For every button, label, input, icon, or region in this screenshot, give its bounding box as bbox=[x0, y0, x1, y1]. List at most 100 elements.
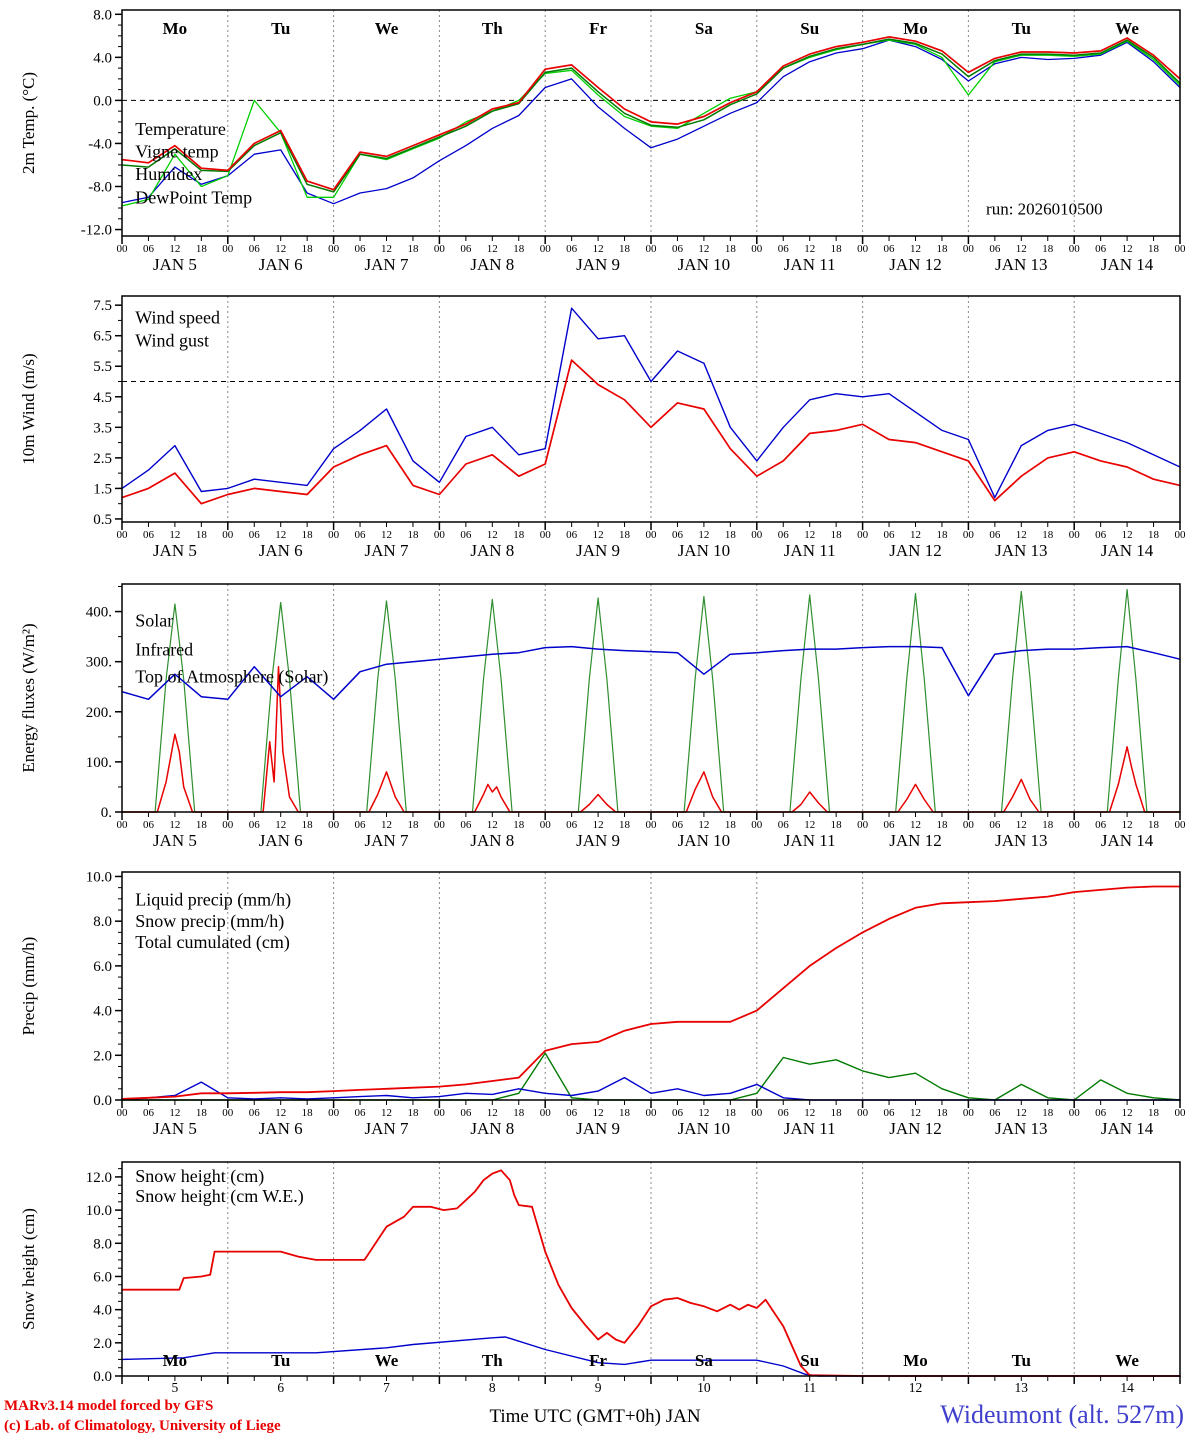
svg-text:Mo: Mo bbox=[163, 19, 188, 38]
svg-text:JAN 13: JAN 13 bbox=[995, 255, 1047, 274]
svg-text:18: 18 bbox=[725, 1107, 737, 1119]
svg-text:6.0: 6.0 bbox=[93, 959, 112, 975]
svg-text:12: 12 bbox=[909, 1380, 923, 1395]
svg-text:06: 06 bbox=[249, 243, 261, 255]
svg-text:JAN 9: JAN 9 bbox=[576, 541, 620, 560]
svg-text:06: 06 bbox=[884, 1107, 896, 1119]
svg-text:00: 00 bbox=[434, 819, 446, 831]
svg-text:10.0: 10.0 bbox=[86, 1203, 112, 1219]
model-credit-line1: MARv3.14 model forced by GFS bbox=[4, 1398, 214, 1414]
svg-text:JAN 6: JAN 6 bbox=[259, 1119, 303, 1138]
svg-text:JAN 14: JAN 14 bbox=[1101, 255, 1154, 274]
svg-text:12: 12 bbox=[698, 1107, 709, 1119]
svg-text:Wind gust: Wind gust bbox=[135, 330, 209, 350]
svg-text:12: 12 bbox=[910, 529, 921, 541]
svg-text:Tu: Tu bbox=[271, 19, 290, 38]
svg-text:18: 18 bbox=[725, 529, 737, 541]
svg-text:5.5: 5.5 bbox=[93, 359, 112, 375]
svg-text:JAN 9: JAN 9 bbox=[576, 831, 620, 850]
svg-text:18: 18 bbox=[513, 1107, 525, 1119]
svg-text:00: 00 bbox=[646, 819, 658, 831]
svg-text:12: 12 bbox=[275, 1107, 286, 1119]
svg-text:06: 06 bbox=[1095, 1107, 1107, 1119]
svg-text:12: 12 bbox=[593, 1107, 604, 1119]
svg-text:06: 06 bbox=[989, 529, 1001, 541]
svg-text:-8.0: -8.0 bbox=[88, 179, 112, 195]
svg-text:06: 06 bbox=[672, 529, 684, 541]
svg-text:06: 06 bbox=[249, 819, 261, 831]
svg-text:18: 18 bbox=[936, 529, 948, 541]
svg-text:00: 00 bbox=[751, 243, 763, 255]
svg-text:JAN 8: JAN 8 bbox=[470, 1119, 514, 1138]
svg-text:Fr: Fr bbox=[589, 19, 607, 38]
svg-text:06: 06 bbox=[460, 819, 472, 831]
svg-text:12: 12 bbox=[381, 243, 392, 255]
svg-text:00: 00 bbox=[963, 1107, 975, 1119]
svg-text:JAN 7: JAN 7 bbox=[365, 1119, 409, 1138]
svg-text:00: 00 bbox=[1069, 1107, 1081, 1119]
svg-text:10.0: 10.0 bbox=[86, 869, 112, 885]
svg-text:12: 12 bbox=[910, 1107, 921, 1119]
svg-text:06: 06 bbox=[884, 243, 896, 255]
svg-text:06: 06 bbox=[355, 1107, 367, 1119]
svg-text:18: 18 bbox=[407, 1107, 419, 1119]
svg-text:12: 12 bbox=[487, 819, 498, 831]
svg-text:12: 12 bbox=[275, 529, 286, 541]
svg-text:7: 7 bbox=[383, 1380, 390, 1395]
svg-text:Humidex: Humidex bbox=[135, 164, 202, 184]
svg-text:00: 00 bbox=[540, 1107, 552, 1119]
svg-text:4.0: 4.0 bbox=[93, 1004, 112, 1020]
svg-text:00: 00 bbox=[857, 243, 869, 255]
svg-text:12: 12 bbox=[487, 243, 498, 255]
svg-text:00: 00 bbox=[1069, 819, 1081, 831]
svg-text:JAN 7: JAN 7 bbox=[365, 255, 409, 274]
svg-text:We: We bbox=[375, 19, 399, 38]
svg-text:18: 18 bbox=[725, 243, 737, 255]
svg-text:Snow precip (mm/h): Snow precip (mm/h) bbox=[135, 911, 284, 932]
svg-text:12: 12 bbox=[487, 529, 498, 541]
svg-text:Su: Su bbox=[800, 19, 819, 38]
svg-text:00: 00 bbox=[222, 243, 234, 255]
svg-text:12: 12 bbox=[804, 819, 815, 831]
svg-text:12: 12 bbox=[487, 1107, 498, 1119]
svg-text:00: 00 bbox=[646, 1107, 658, 1119]
svg-text:18: 18 bbox=[619, 819, 631, 831]
svg-text:12: 12 bbox=[381, 1107, 392, 1119]
svg-text:00: 00 bbox=[117, 1107, 129, 1119]
svg-text:06: 06 bbox=[355, 243, 367, 255]
svg-text:6.0: 6.0 bbox=[93, 1269, 112, 1285]
svg-text:Th: Th bbox=[482, 1351, 503, 1370]
svg-text:JAN 12: JAN 12 bbox=[889, 255, 941, 274]
svg-text:06: 06 bbox=[460, 529, 472, 541]
svg-text:06: 06 bbox=[989, 1107, 1001, 1119]
svg-text:12: 12 bbox=[593, 529, 604, 541]
svg-text:Solar: Solar bbox=[135, 611, 173, 631]
svg-text:18: 18 bbox=[1148, 819, 1160, 831]
svg-text:00: 00 bbox=[751, 529, 763, 541]
svg-text:18: 18 bbox=[936, 819, 948, 831]
svg-text:12: 12 bbox=[1122, 819, 1133, 831]
svg-text:1.5: 1.5 bbox=[93, 481, 112, 497]
svg-text:DewPoint Temp: DewPoint Temp bbox=[135, 188, 252, 208]
svg-text:Precip (mm/h): Precip (mm/h) bbox=[19, 937, 38, 1036]
svg-text:9: 9 bbox=[595, 1380, 602, 1395]
svg-text:100.: 100. bbox=[86, 755, 112, 771]
svg-text:We: We bbox=[1115, 1351, 1139, 1370]
svg-text:06: 06 bbox=[989, 243, 1001, 255]
svg-text:JAN 11: JAN 11 bbox=[784, 831, 836, 850]
svg-text:5: 5 bbox=[172, 1380, 179, 1395]
svg-text:18: 18 bbox=[196, 1107, 208, 1119]
svg-text:4.0: 4.0 bbox=[93, 1303, 112, 1319]
svg-text:JAN 10: JAN 10 bbox=[678, 541, 730, 560]
svg-text:Mo: Mo bbox=[903, 19, 928, 38]
svg-text:JAN 11: JAN 11 bbox=[784, 541, 836, 560]
svg-text:18: 18 bbox=[725, 819, 737, 831]
svg-text:JAN 7: JAN 7 bbox=[365, 831, 409, 850]
svg-text:00: 00 bbox=[117, 819, 129, 831]
svg-text:18: 18 bbox=[1148, 243, 1160, 255]
svg-text:-4.0: -4.0 bbox=[88, 136, 112, 152]
svg-text:00: 00 bbox=[117, 529, 129, 541]
svg-text:06: 06 bbox=[672, 1107, 684, 1119]
svg-text:JAN 13: JAN 13 bbox=[995, 541, 1047, 560]
svg-text:Snow height (cm): Snow height (cm) bbox=[19, 1208, 38, 1330]
